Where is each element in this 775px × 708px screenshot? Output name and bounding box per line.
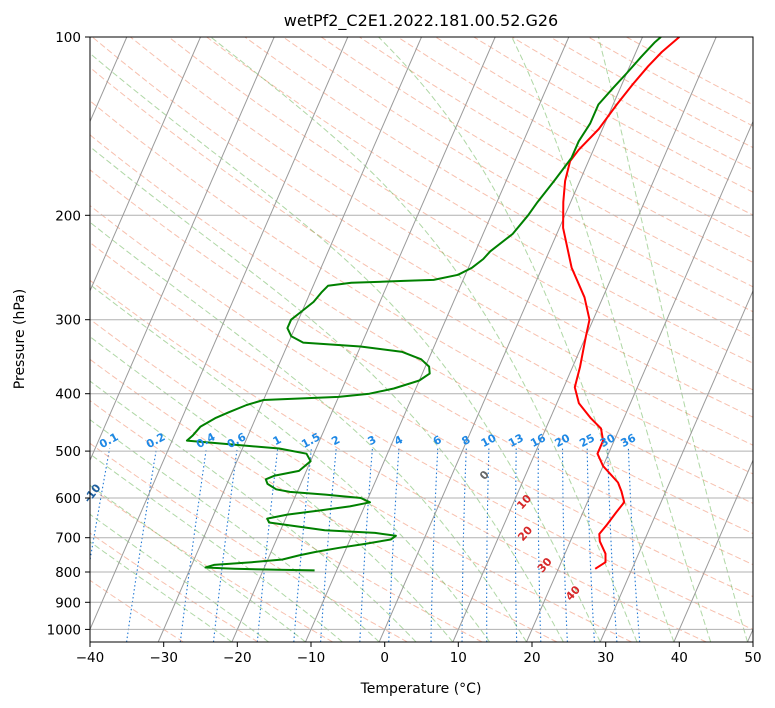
dry-adiabat [90, 100, 753, 504]
x-tick-label: −20 [223, 650, 252, 666]
mixing-ratio-line [486, 448, 490, 642]
profile-lines [185, 37, 680, 572]
dry-adiabat [244, 37, 753, 338]
dry-adiabat [90, 204, 753, 598]
x-tick-label: 50 [744, 650, 761, 666]
isotherm-gridline [231, 37, 496, 642]
dry-adiabat [282, 37, 753, 313]
moist-adiabat [90, 513, 269, 642]
mixing-ratio-label: 25 [577, 431, 597, 450]
moist-adiabat [210, 37, 638, 642]
isotherm-gridline [526, 120, 753, 642]
dry-adiabat [90, 241, 753, 630]
x-tick-label: −10 [297, 650, 326, 666]
isotherm-gridline [90, 37, 349, 631]
mixing-ratio-label: 30 [598, 431, 618, 450]
x-tick-label: 10 [450, 650, 467, 666]
mixing-ratio-label: 16 [528, 431, 548, 450]
x-tick-label: −30 [149, 650, 178, 666]
moist-adiabat [90, 221, 527, 642]
y-tick-label: 700 [55, 531, 81, 547]
chart-title: wetPf2_C2E1.2022.181.00.52.G26 [284, 11, 558, 31]
mixing-ratio-line [514, 448, 518, 642]
mixing-ratio-label: 20 [553, 431, 573, 450]
y-tick-label: 800 [55, 565, 81, 581]
dry-adiabat [90, 486, 333, 642]
x-tick-label: 20 [523, 650, 540, 666]
y-tick-label: 600 [55, 491, 81, 507]
y-axis-label: Pressure (hPa) [12, 289, 28, 389]
dry-adiabat [320, 37, 753, 288]
x-tick-label: −40 [76, 650, 105, 666]
mixing-ratio-line [537, 448, 542, 642]
moist-adiabat [598, 37, 748, 642]
dry-adiabat [91, 37, 753, 446]
dry-adiabat [90, 318, 632, 642]
dry-adiabat [90, 358, 558, 642]
mixing-ratio-line [561, 448, 568, 642]
mixing-ratio-line [430, 448, 439, 642]
y-tick-label: 500 [55, 444, 81, 460]
dry-adiabat [90, 134, 753, 535]
moist-adiabat [90, 146, 564, 642]
isotherm-gridline [378, 37, 643, 642]
y-tick-label: 100 [55, 30, 81, 46]
dry-adiabat [90, 279, 707, 642]
moist-adiabat [90, 336, 454, 642]
dry-adiabat [90, 579, 184, 642]
y-tick-label: 1000 [47, 622, 81, 638]
dewpoint-profile [185, 37, 662, 572]
y-tick-label: 400 [55, 387, 81, 403]
isotherm-gridline [599, 289, 753, 642]
moist-adiabat [90, 52, 601, 642]
isotherm-gridline [673, 458, 753, 642]
plot-frame [89, 36, 754, 643]
dry-adiabat [168, 37, 753, 391]
isotherm-gridline [90, 37, 201, 293]
mixing-ratio-label: 10 [479, 431, 499, 450]
isotherm-gridline [305, 37, 570, 642]
x-tick-label: 0 [380, 650, 389, 666]
mixing-ratio-label: 36 [618, 431, 638, 450]
x-tick-label: 40 [671, 650, 688, 666]
mixing-ratio-label: 13 [506, 431, 526, 450]
y-tick-label: 900 [55, 595, 81, 611]
mixing-ratio-line [126, 448, 157, 642]
x-axis-label: Temperature (°C) [360, 681, 482, 697]
moist-adiabat [90, 380, 417, 642]
moist-adiabat [511, 37, 712, 642]
temperature-profile [562, 37, 680, 570]
y-tick-label: 300 [55, 313, 81, 329]
axis-ticks: −40 −30 −20 −10 0 10 20 30 40 50 100 200 300 400 500 60… [47, 30, 762, 666]
moist-adiabat [90, 541, 233, 642]
mixing-ratio-line [461, 448, 467, 642]
background-lines [90, 37, 753, 642]
isotherm-gridline [90, 37, 275, 462]
moist-adiabat [90, 283, 491, 642]
dry-adiabat [90, 400, 483, 642]
x-tick-label: 30 [597, 650, 614, 666]
isotherm-gridline [157, 37, 422, 642]
y-tick-label: 200 [55, 208, 81, 224]
